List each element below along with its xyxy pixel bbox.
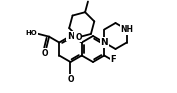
Text: O: O xyxy=(75,33,82,42)
Text: O: O xyxy=(67,75,74,84)
Text: N: N xyxy=(67,32,74,40)
Text: HO: HO xyxy=(25,30,37,36)
Text: F: F xyxy=(110,54,116,64)
Text: NH: NH xyxy=(120,25,133,34)
Text: N: N xyxy=(100,38,108,47)
Text: O: O xyxy=(42,49,48,57)
